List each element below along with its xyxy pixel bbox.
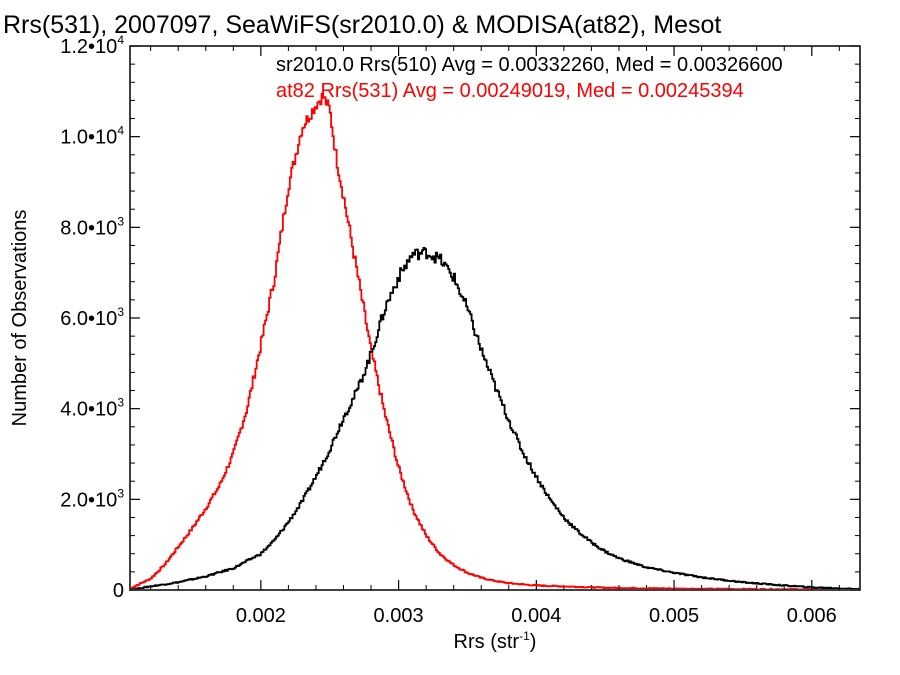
y-tick-label-exponent: 3	[117, 486, 124, 500]
x-tick-label: 0.004	[511, 605, 561, 627]
y-tick-label: 4.0•103	[60, 396, 124, 421]
x-axis-ticks: 0.002 0.003 0.004 0.005 0.006	[150, 46, 840, 627]
y-axis-label: Number of Observations	[9, 210, 31, 427]
y-tick-label-mantissa: 0	[113, 580, 124, 602]
series-group	[131, 92, 859, 589]
y-tick-label: 0	[113, 580, 124, 602]
chart-title: Rrs(531), 2007097, SeaWiFS(sr2010.0) & M…	[3, 11, 721, 39]
y-tick-label-exponent: 3	[117, 214, 124, 228]
annotation-sr2010: sr2010.0 Rrs(510) Avg = 0.00332260, Med …	[276, 54, 783, 76]
y-tick-label: 8.0•103	[60, 214, 124, 239]
x-axis-label-main: Rrs (str	[454, 631, 520, 653]
x-tick-label: 0.005	[649, 605, 699, 627]
y-tick-label-mantissa: 1.2•10	[60, 36, 117, 58]
y-tick-label-exponent: 3	[117, 305, 124, 319]
y-tick-label: 1.0•104	[60, 124, 124, 149]
x-tick-label: 0.003	[374, 605, 424, 627]
series-line-1	[131, 247, 859, 589]
y-tick-label-mantissa: 8.0•10	[60, 217, 117, 239]
x-tick-label: 0.002	[236, 605, 286, 627]
plot-area-frame	[129, 45, 861, 591]
y-tick-label: 6.0•103	[60, 305, 124, 330]
y-tick-label-exponent: 4	[117, 124, 124, 138]
x-axis-label: Rrs (str-1)	[454, 629, 537, 653]
y-tick-label: 1.2•104	[60, 33, 124, 58]
x-axis-label-close: )	[530, 631, 537, 653]
y-tick-label-mantissa: 4.0•10	[60, 399, 117, 421]
y-tick-label-exponent: 4	[117, 33, 124, 47]
x-axis-label-superscript: -1	[519, 629, 530, 643]
x-tick-label: 0.006	[787, 605, 837, 627]
y-tick-label-exponent: 3	[117, 396, 124, 410]
y-tick-label-mantissa: 2.0•10	[60, 489, 117, 511]
y-tick-label-mantissa: 1.0•10	[60, 127, 117, 149]
annotation-at82: at82 Rrs(531) Avg = 0.00249019, Med = 0.…	[276, 80, 744, 102]
y-axis-ticks: 02.0•1034.0•1036.0•1038.0•1031.0•1041.2•…	[60, 33, 860, 602]
series-line-0	[131, 92, 859, 589]
y-tick-label-mantissa: 6.0•10	[60, 308, 117, 330]
y-tick-label: 2.0•103	[60, 486, 124, 511]
